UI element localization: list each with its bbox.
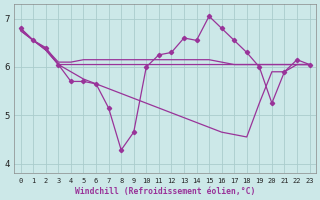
X-axis label: Windchill (Refroidissement éolien,°C): Windchill (Refroidissement éolien,°C) (75, 187, 255, 196)
